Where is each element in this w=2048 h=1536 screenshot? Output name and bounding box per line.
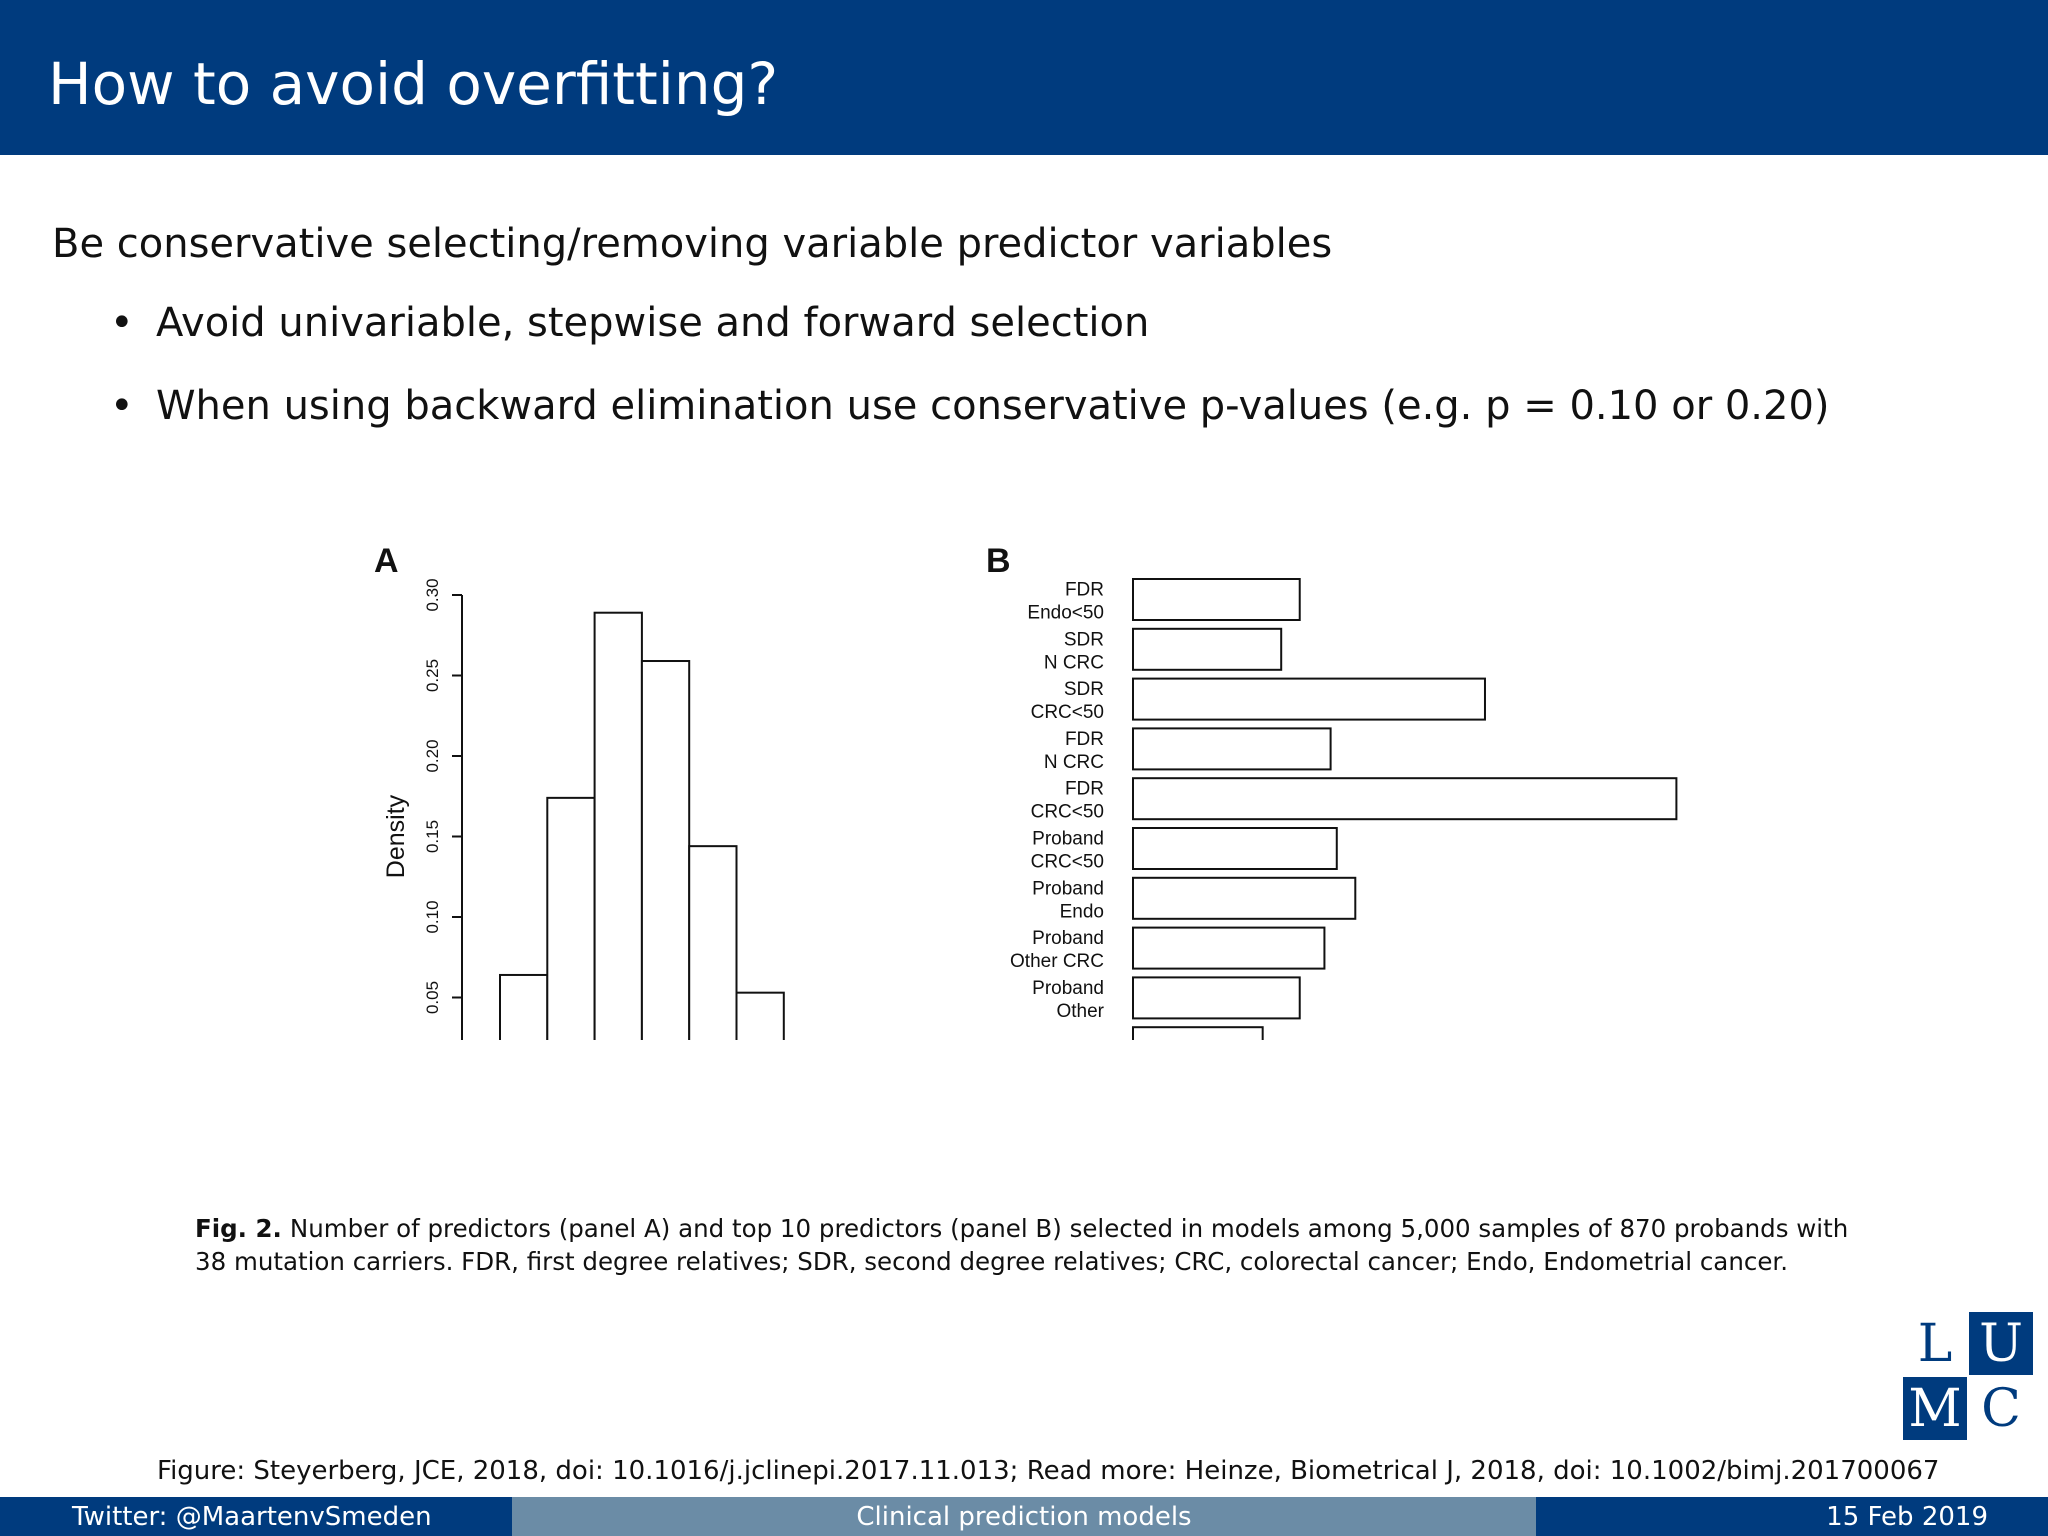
category-label: Proband: [1032, 878, 1104, 899]
y-axis-title: Density: [382, 794, 410, 878]
histogram-bar: [735, 991, 785, 1040]
figure-source: Figure: Steyerberg, JCE, 2018, doi: 10.1…: [157, 1456, 1940, 1486]
frequency-bar: [1132, 627, 1283, 671]
footer-title: Clinical prediction models: [512, 1497, 1536, 1536]
category-label: Proband: [1032, 928, 1104, 949]
panel-a-letter: A: [374, 542, 399, 580]
logo-letter-l: L: [1903, 1312, 1967, 1375]
lumc-logo: L U M C: [1903, 1312, 2033, 1440]
slide-title: How to avoid overfitting?: [48, 50, 779, 118]
histogram-bar: [499, 973, 549, 1040]
frequency-bar: [1132, 727, 1332, 771]
category-label: CRC<50: [1031, 802, 1104, 823]
logo-letter-c: C: [1969, 1377, 2033, 1440]
category-label: Endo: [1060, 901, 1104, 922]
histogram-bar: [640, 660, 691, 1040]
category-label: Other CRC: [1010, 951, 1104, 972]
bullet-dot-icon: •: [110, 300, 134, 346]
category-label: FDR: [1065, 729, 1104, 750]
figure-caption-text: Number of predictors (panel A) and top 1…: [195, 1214, 1849, 1276]
figure-panels: A B 0.000.050.100.150.200.250.30Density1…: [374, 542, 1678, 1040]
figure-caption: Fig. 2. Number of predictors (panel A) an…: [195, 1212, 1875, 1278]
frequency-bar: [1132, 578, 1301, 621]
category-label: CRC<50: [1031, 702, 1104, 723]
panel-b-letter: B: [986, 542, 1011, 580]
category-label: SDR: [1064, 679, 1104, 700]
bullet-text-1: Avoid univariable, stepwise and forward …: [156, 300, 1150, 346]
histogram-bar: [593, 611, 643, 1040]
figure-caption-label: Fig. 2.: [195, 1214, 282, 1243]
y-tick-label: 0.25: [423, 659, 442, 692]
lead-text: Be conservative selecting/removing varia…: [52, 221, 1333, 267]
y-tick-label: 0.05: [423, 981, 442, 1014]
category-label: Endo<50: [1027, 603, 1104, 624]
frequency-bar: [1132, 976, 1301, 1020]
category-label: Proband: [1032, 978, 1104, 999]
histogram-bar: [546, 796, 596, 1040]
footer-bar: Twitter: @MaartenvSmeden Clinical predic…: [0, 1497, 2048, 1536]
category-label: SDR: [1064, 629, 1104, 650]
frequency-bar: [1132, 777, 1678, 821]
frequency-bar: [1132, 926, 1326, 970]
category-label: CRC<50: [1031, 852, 1104, 873]
category-label: Other: [1056, 1001, 1104, 1022]
title-bar: How to avoid overfitting?: [0, 0, 2048, 155]
category-label: N CRC: [1044, 752, 1104, 773]
footer-twitter: Twitter: @MaartenvSmeden: [0, 1497, 512, 1536]
logo-letter-u: U: [1969, 1312, 2033, 1375]
category-label: N CRC: [1044, 652, 1104, 673]
histogram-bar: [688, 845, 738, 1040]
histogram-panel-a: 0.000.050.100.150.200.250.30Density12345…: [382, 578, 785, 1040]
bullet-text-2: When using backward elimination use cons…: [156, 383, 1830, 429]
y-tick-label: 0.15: [423, 820, 442, 853]
category-label: FDR: [1065, 779, 1104, 800]
frequency-bar: [1132, 677, 1486, 721]
category-label: FDR: [1065, 580, 1104, 601]
frequency-bar: [1132, 827, 1338, 870]
bullet-item-2: • When using backward elimination use con…: [110, 383, 1830, 429]
footer-date: 15 Feb 2019: [1536, 1497, 2048, 1536]
y-tick-label: 0.10: [423, 900, 442, 933]
bullet-dot-icon: •: [110, 383, 134, 429]
y-tick-label: 0.30: [423, 578, 442, 611]
bullet-item-1: • Avoid univariable, stepwise and forward…: [110, 300, 1149, 346]
category-label: Male: [1063, 1039, 1104, 1040]
frequency-bar: [1132, 876, 1357, 920]
category-label: Proband: [1032, 829, 1104, 850]
logo-letter-m: M: [1903, 1377, 1967, 1440]
frequency-bar: [1132, 1026, 1264, 1040]
y-tick-label: 0.20: [423, 739, 442, 772]
